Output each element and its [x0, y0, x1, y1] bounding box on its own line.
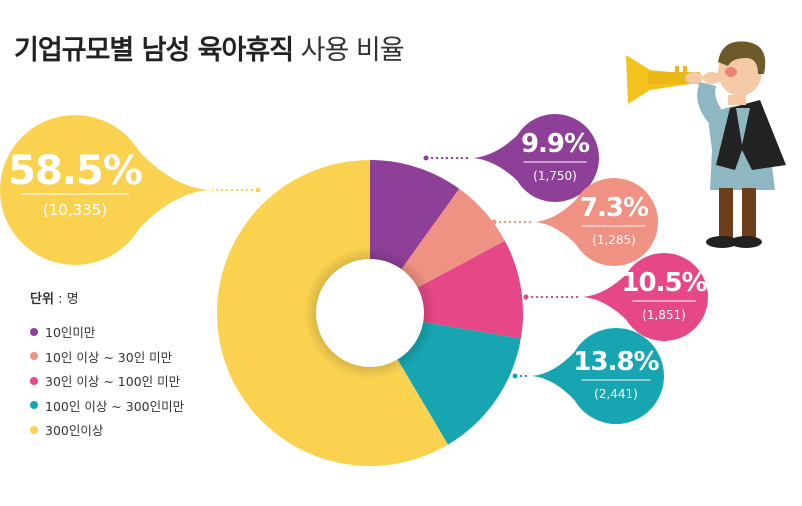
- callouts: 9.9% (1,750)7.3% (1,285) 10.5% (1,851) 13.8% (…: [0, 114, 709, 424]
- legend-item-1: 10인미만: [30, 321, 184, 342]
- legend: 단위 : 명 10인미만 10인 이상 ~ 30인 미만 30인 이상 ~ 100인…: [30, 288, 184, 444]
- legend-label-4: 100인 이상 ~ 300인미만: [45, 398, 185, 414]
- callout-bubble-2: [570, 178, 658, 266]
- callout-anchor-dot-2: [491, 219, 497, 225]
- percent-label-5: 58.5%: [8, 148, 142, 194]
- callout-tail-4: [532, 349, 577, 403]
- legend-label-2: 10인 이상 ~ 30인 미만: [45, 349, 173, 365]
- legend-items: 10인미만 10인 이상 ~ 30인 미만 30인 이상 ~ 100인 미만 100인…: [30, 321, 184, 440]
- callout-tail-2: [535, 197, 578, 247]
- unit-label-bold: 단위: [30, 292, 54, 307]
- legend-item-2: 10인 이상 ~ 30인 미만: [30, 346, 184, 367]
- legend-swatch-1: [30, 327, 38, 336]
- count-label-1: (1,750): [533, 169, 577, 183]
- legend-swatch-3: [30, 376, 38, 385]
- legend-swatch-2: [30, 352, 38, 360]
- count-label-5: (10,335): [43, 201, 107, 219]
- legend-label-5: 300인이상: [45, 423, 104, 438]
- callout-anchor-dot-1: [423, 155, 429, 161]
- callout-tail-1: [473, 133, 519, 183]
- callout-bubble-1: [511, 114, 599, 202]
- legend-item-5: 300인이상: [30, 419, 184, 440]
- unit-label-value: : 명: [58, 292, 79, 307]
- callout-anchor-dot-5: [255, 187, 261, 193]
- chart-title: 기업규모별 남성 육아휴직 사용 비율: [14, 28, 405, 67]
- chart-title-light: 사용 비율: [300, 35, 405, 66]
- callout-anchor-dot-3: [523, 294, 529, 300]
- count-label-3: (1,851): [642, 308, 686, 322]
- legend-swatch-5: [30, 425, 38, 434]
- donut-hole: [316, 259, 424, 367]
- legend-swatch-4: [30, 401, 38, 409]
- legend-item-3: 30인 이상 ~ 100인 미만: [30, 370, 184, 391]
- percent-label-4: 13.8%: [573, 347, 659, 377]
- chart-title-bold: 기업규모별 남성 육아휴직: [14, 35, 294, 66]
- trumpet-player-illustration: [626, 41, 786, 248]
- count-label-2: (1,285): [592, 233, 636, 247]
- callout-bubble-3: [620, 253, 708, 341]
- legend-label-1: 10인미만: [45, 325, 96, 340]
- percent-label-1: 9.9%: [521, 129, 590, 159]
- callout-anchor-dot-4: [512, 373, 518, 379]
- legend-item-4: 100인 이상 ~ 300인미만: [30, 395, 184, 416]
- callout-bubble-4: [568, 328, 664, 424]
- legend-label-3: 30인 이상 ~ 100인 미만: [45, 374, 181, 389]
- count-label-4: (2,441): [594, 387, 638, 401]
- callout-bubble-5: [0, 115, 150, 265]
- unit-label: 단위 : 명: [30, 288, 184, 307]
- callout-tail-5: [136, 148, 210, 232]
- callout-tail-3: [583, 272, 628, 322]
- percent-label-2: 7.3%: [580, 193, 649, 223]
- percent-label-3: 10.5%: [621, 268, 707, 298]
